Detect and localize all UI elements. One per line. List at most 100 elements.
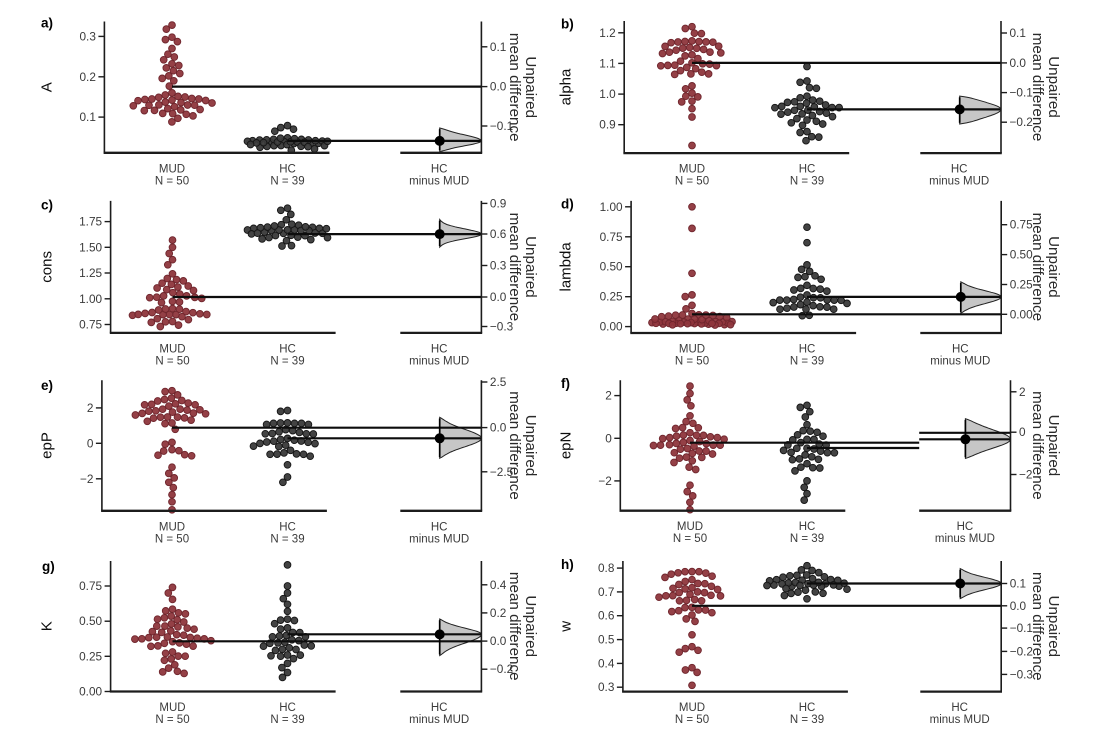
svg-text:0.5: 0.5 — [598, 633, 615, 647]
svg-text:N = 50: N = 50 — [675, 356, 709, 368]
svg-text:0: 0 — [1019, 425, 1026, 439]
svg-text:HC: HC — [279, 702, 296, 714]
svg-text:1.1: 1.1 — [599, 56, 615, 70]
svg-text:Unpairedmean difference: Unpairedmean difference — [1029, 213, 1062, 322]
svg-text:0.6: 0.6 — [490, 227, 507, 241]
svg-text:minus MUD: minus MUD — [929, 176, 989, 188]
svg-text:minus MUD: minus MUD — [409, 714, 469, 726]
svg-text:0.0: 0.0 — [490, 634, 507, 648]
svg-text:cons: cons — [39, 251, 56, 283]
svg-text:h): h) — [561, 557, 574, 572]
svg-text:−0.1: −0.1 — [1010, 621, 1033, 635]
svg-text:N = 39: N = 39 — [790, 714, 824, 726]
svg-text:0.75: 0.75 — [79, 318, 102, 332]
svg-text:0.1: 0.1 — [490, 40, 506, 54]
svg-text:g): g) — [42, 559, 55, 574]
svg-text:0: 0 — [605, 431, 612, 445]
svg-text:2: 2 — [1019, 385, 1026, 399]
svg-text:Unpairedmean difference: Unpairedmean difference — [1029, 33, 1062, 142]
svg-text:N = 39: N = 39 — [790, 533, 824, 545]
svg-text:minus MUD: minus MUD — [409, 175, 469, 187]
svg-text:2.5: 2.5 — [490, 375, 507, 389]
svg-text:1.0: 1.0 — [599, 87, 616, 101]
svg-text:0.50: 0.50 — [600, 260, 623, 274]
svg-text:−0.2: −0.2 — [1010, 644, 1033, 658]
svg-text:N = 50: N = 50 — [155, 533, 189, 545]
svg-text:d): d) — [561, 197, 574, 212]
svg-text:N = 39: N = 39 — [270, 355, 304, 367]
svg-text:N = 39: N = 39 — [270, 714, 304, 726]
svg-text:alpha: alpha — [558, 68, 575, 105]
svg-text:w: w — [558, 621, 575, 633]
svg-text:−0.1: −0.1 — [490, 119, 513, 133]
svg-text:0.25: 0.25 — [600, 290, 623, 304]
svg-text:MUD: MUD — [159, 343, 185, 355]
svg-text:N = 50: N = 50 — [155, 714, 189, 726]
svg-text:HC: HC — [951, 702, 968, 714]
svg-text:0.3: 0.3 — [598, 680, 615, 694]
svg-text:A: A — [39, 82, 56, 92]
svg-text:HC: HC — [799, 702, 816, 714]
svg-text:1.00: 1.00 — [600, 200, 623, 214]
svg-text:Unpairedmean difference: Unpairedmean difference — [506, 572, 539, 681]
svg-text:0.0: 0.0 — [490, 290, 507, 304]
svg-text:0.0: 0.0 — [490, 80, 507, 94]
svg-text:HC: HC — [279, 343, 296, 355]
svg-text:0.2: 0.2 — [79, 70, 95, 84]
svg-text:HC: HC — [957, 521, 974, 533]
svg-text:f): f) — [561, 376, 570, 391]
svg-text:HC: HC — [431, 521, 448, 533]
svg-text:b): b) — [561, 17, 574, 32]
svg-text:1.00: 1.00 — [79, 292, 102, 306]
svg-text:N = 50: N = 50 — [675, 714, 709, 726]
svg-text:−0.3: −0.3 — [1010, 667, 1034, 681]
svg-text:Unpairedmean difference: Unpairedmean difference — [506, 391, 539, 500]
svg-text:Unpairedmean difference: Unpairedmean difference — [1029, 391, 1062, 500]
svg-text:0.25: 0.25 — [79, 649, 102, 663]
svg-text:N = 39: N = 39 — [790, 356, 824, 368]
svg-text:0.9: 0.9 — [599, 118, 615, 132]
svg-text:−0.1: −0.1 — [1010, 86, 1033, 100]
svg-text:minus MUD: minus MUD — [935, 533, 995, 545]
svg-text:2: 2 — [87, 401, 94, 415]
svg-text:epN: epN — [558, 432, 575, 460]
svg-text:0.8: 0.8 — [598, 561, 615, 575]
svg-text:0.7: 0.7 — [598, 585, 614, 599]
svg-text:−2: −2 — [80, 472, 93, 486]
svg-text:minus MUD: minus MUD — [930, 714, 990, 726]
svg-text:−0.2: −0.2 — [1010, 115, 1033, 129]
svg-text:N = 39: N = 39 — [270, 175, 304, 187]
svg-text:−0.3: −0.3 — [490, 320, 514, 334]
svg-text:N = 50: N = 50 — [155, 355, 189, 367]
svg-text:0.9: 0.9 — [490, 196, 506, 210]
svg-text:0.1: 0.1 — [1010, 577, 1026, 591]
svg-text:N = 39: N = 39 — [270, 533, 304, 545]
svg-text:−2: −2 — [1019, 468, 1032, 482]
svg-text:HC: HC — [431, 343, 448, 355]
svg-text:HC: HC — [952, 344, 969, 356]
svg-text:0.1: 0.1 — [79, 110, 95, 124]
svg-text:0.0: 0.0 — [1010, 599, 1027, 613]
svg-text:0.50: 0.50 — [79, 614, 102, 628]
svg-text:minus MUD: minus MUD — [409, 533, 469, 545]
svg-text:−2.5: −2.5 — [490, 465, 514, 479]
svg-text:N = 50: N = 50 — [155, 175, 189, 187]
svg-text:0.1: 0.1 — [1010, 26, 1026, 40]
svg-text:MUD: MUD — [679, 164, 705, 176]
svg-text:MUD: MUD — [159, 521, 185, 533]
svg-text:0.25: 0.25 — [1010, 278, 1033, 292]
svg-text:HC: HC — [279, 163, 296, 175]
svg-text:0.3: 0.3 — [490, 259, 507, 273]
svg-text:lambda: lambda — [558, 242, 575, 292]
svg-text:c): c) — [41, 198, 53, 213]
svg-text:HC: HC — [431, 702, 448, 714]
svg-text:0.50: 0.50 — [1010, 248, 1033, 262]
svg-text:1.2: 1.2 — [599, 26, 615, 40]
svg-text:0.4: 0.4 — [598, 656, 615, 670]
svg-text:Unpairedmean difference: Unpairedmean difference — [506, 33, 539, 142]
svg-text:2: 2 — [605, 389, 612, 403]
svg-text:0.0: 0.0 — [1010, 56, 1027, 70]
svg-text:N = 39: N = 39 — [790, 176, 824, 188]
svg-text:−0.2: −0.2 — [490, 662, 513, 676]
svg-text:K: K — [39, 621, 56, 631]
